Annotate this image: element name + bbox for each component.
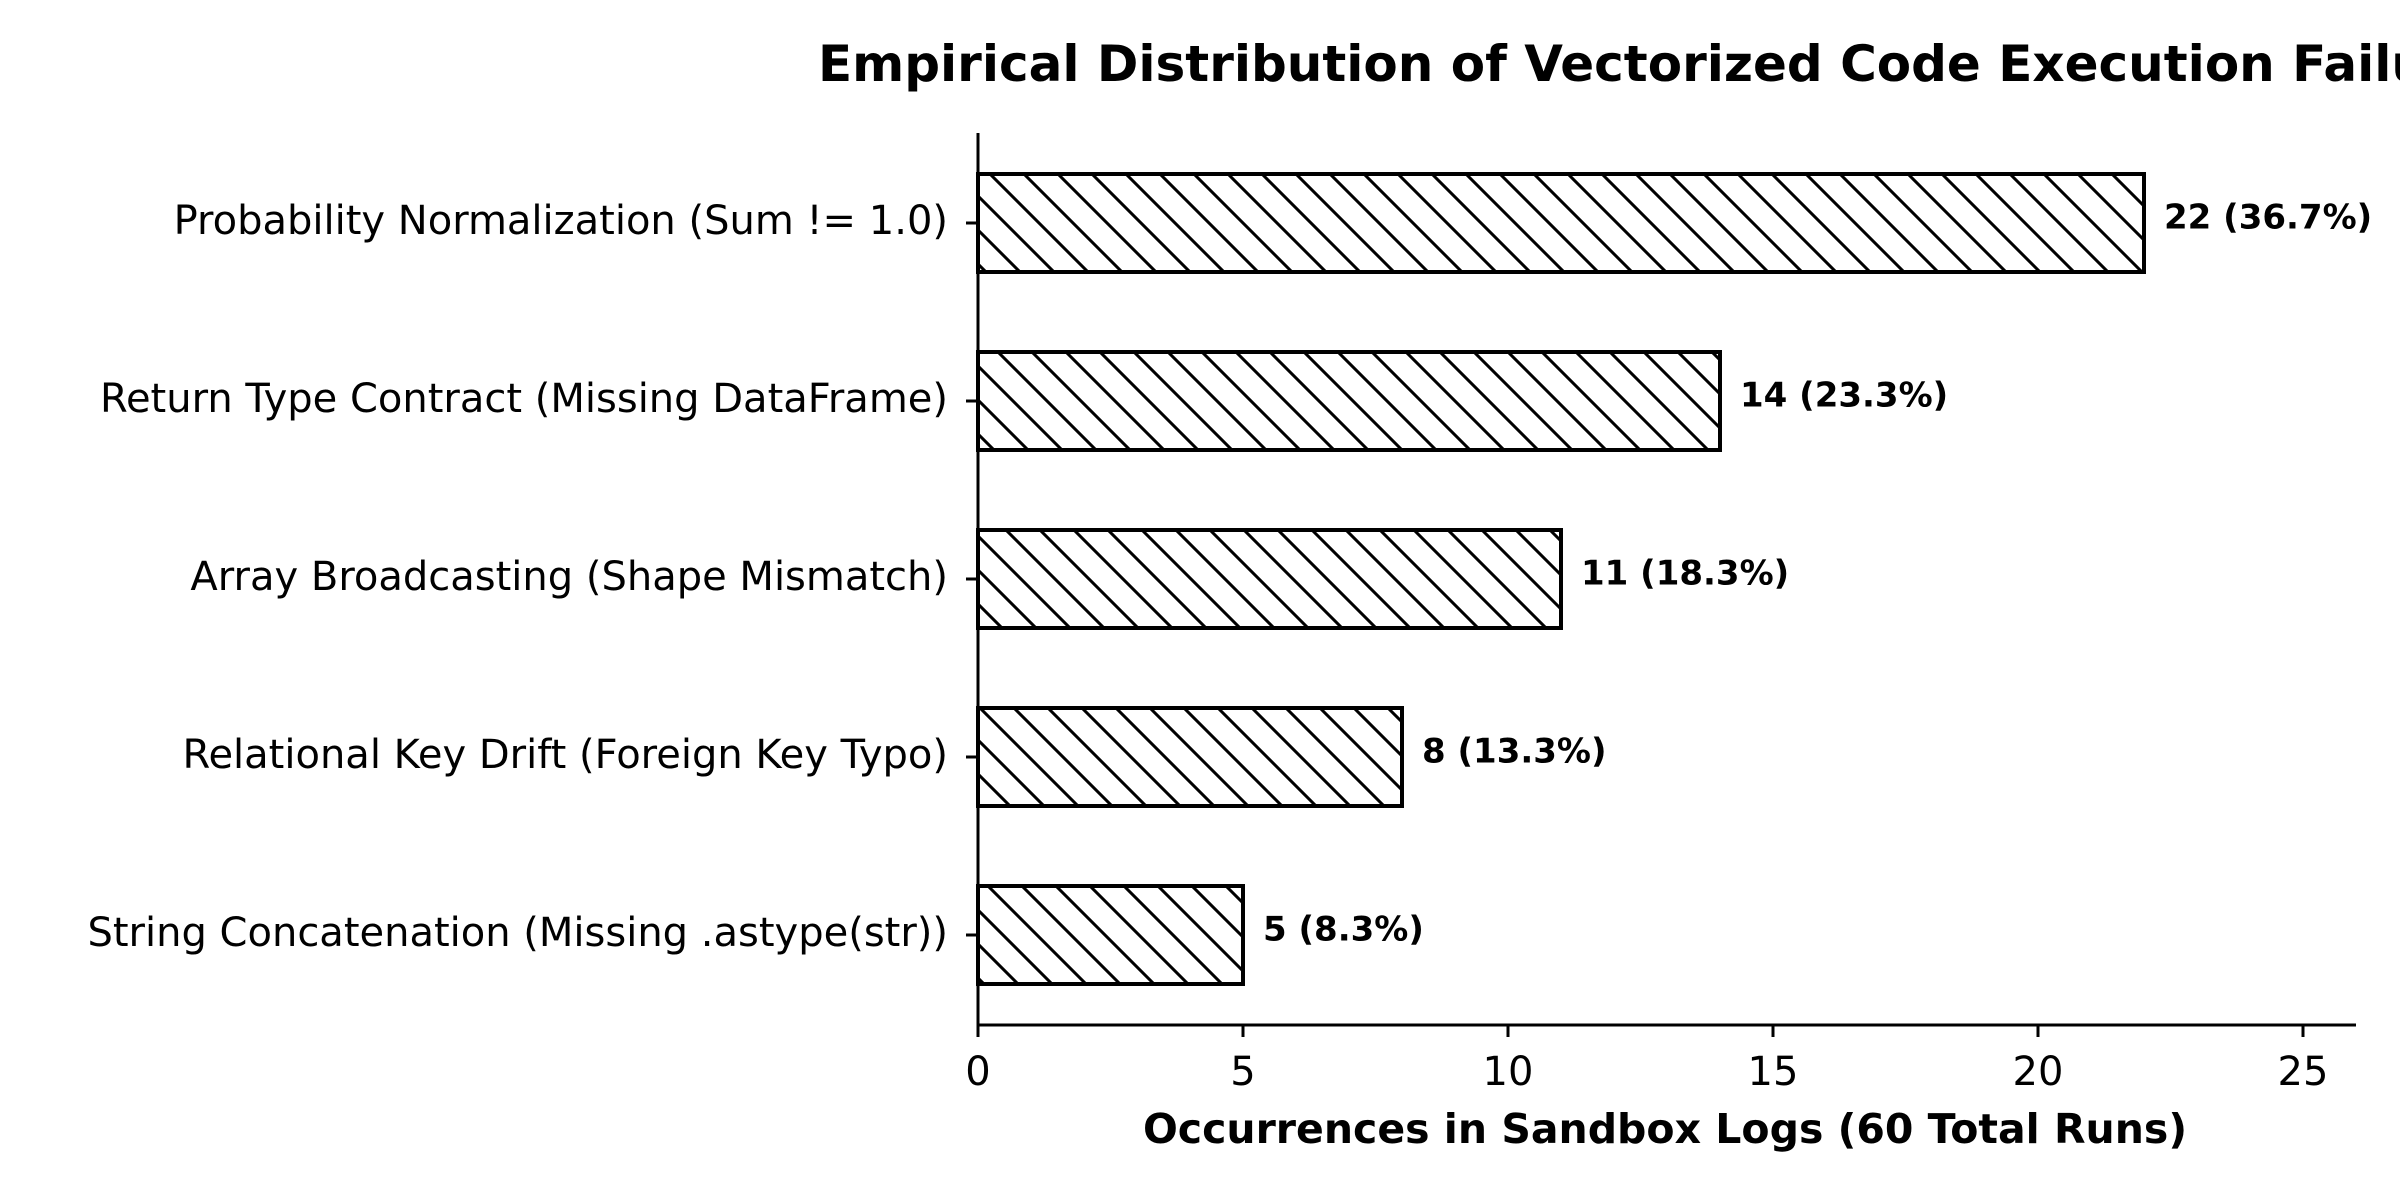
x-tick-label-3: 15	[1748, 1049, 1799, 1095]
x-tick-label-4: 20	[2013, 1049, 2064, 1095]
bars-layer: 22 (36.7%) 14 (23.3%) 11 (18.3%) 8 (13.3%) 5…	[976, 172, 2372, 986]
bar-4	[976, 884, 1245, 986]
x-axis-label: Occurrences in Sandbox Logs (60 Total Ru…	[1143, 1105, 2187, 1153]
bar-1	[976, 350, 1722, 452]
data-label-3: 8 (13.3%)	[1422, 732, 1607, 772]
x-tick-label-5: 25	[2278, 1049, 2329, 1095]
bar-3	[976, 706, 1404, 808]
bar-2	[976, 528, 1563, 630]
x-tick-label-0: 0	[965, 1049, 990, 1095]
category-label-0: Probability Normalization (Sum != 1.0)	[174, 198, 948, 244]
data-label-1: 14 (23.3%)	[1740, 376, 1948, 416]
category-label-3: Relational Key Drift (Foreign Key Typo)	[182, 732, 948, 778]
data-label-2: 11 (18.3%)	[1581, 554, 1789, 594]
data-label-4: 5 (8.3%)	[1263, 910, 1424, 950]
category-label-2: Array Broadcasting (Shape Mismatch)	[190, 554, 948, 600]
bar-0	[976, 172, 2146, 274]
x-tick-label-2: 10	[1483, 1049, 1534, 1095]
data-label-0: 22 (36.7%)	[2164, 198, 2372, 238]
category-label-1: Return Type Contract (Missing DataFrame)	[100, 376, 948, 422]
ticks-layer: Probability Normalization (Sum != 1.0) Re…	[87, 198, 2328, 1095]
chart-title: Empirical Distribution of Vectorized Cod…	[818, 35, 2400, 93]
x-tick-label-1: 5	[1230, 1049, 1255, 1095]
category-label-4: String Concatenation (Missing .astype(st…	[87, 910, 948, 956]
